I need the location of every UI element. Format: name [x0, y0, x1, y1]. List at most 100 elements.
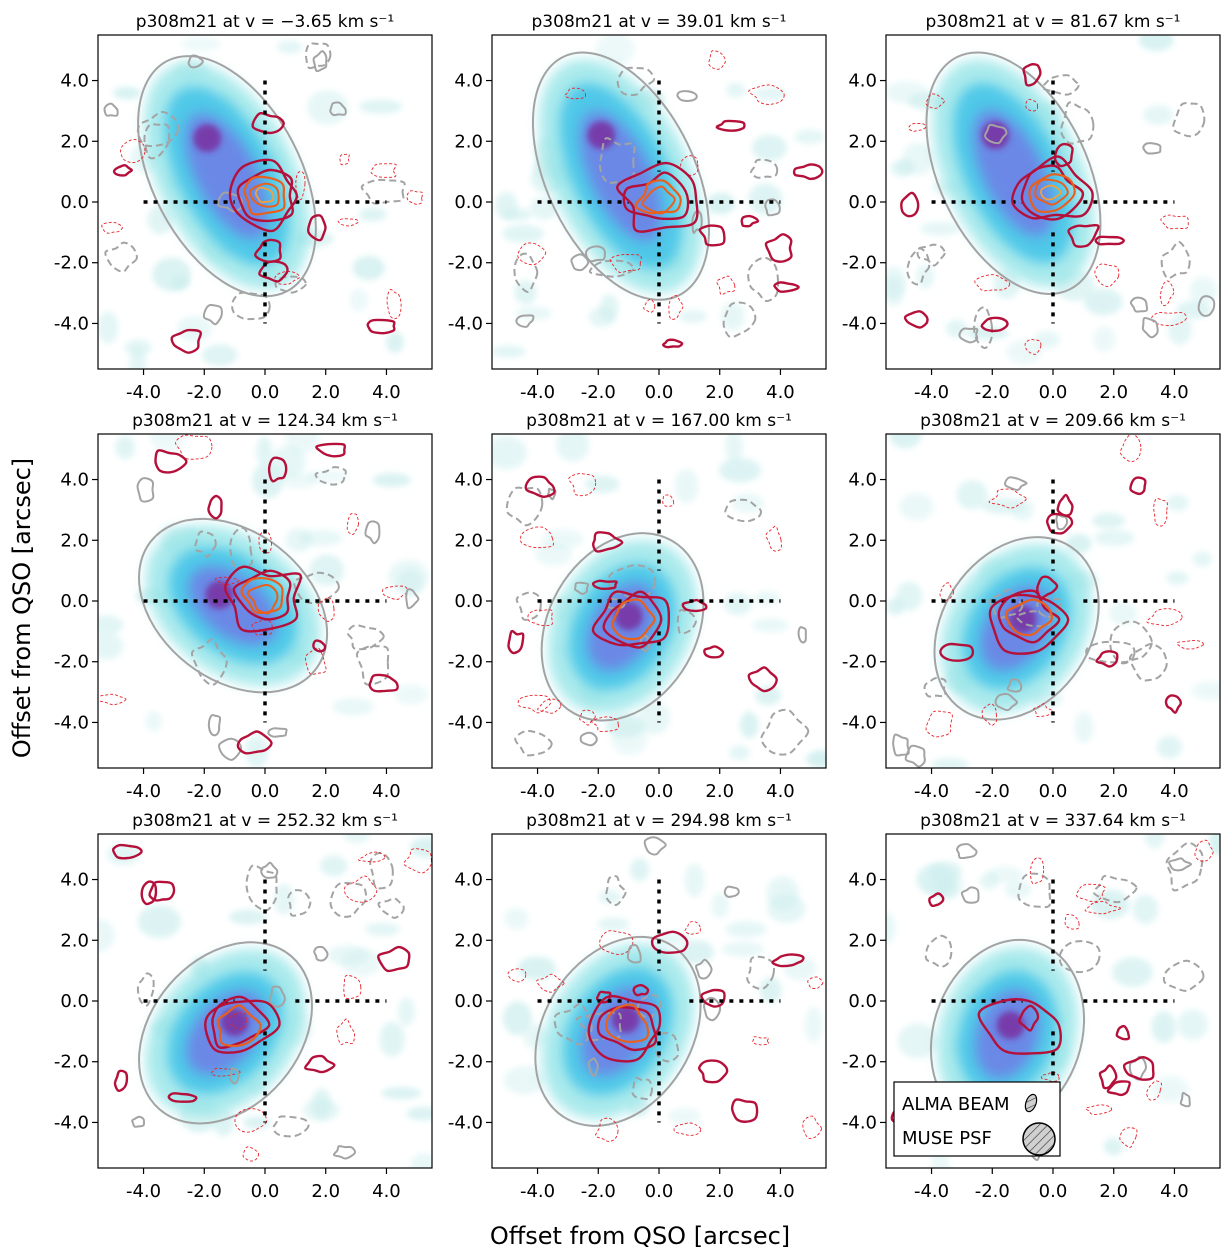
halo-noise-contour [216, 191, 244, 213]
negative-contour [923, 676, 947, 698]
background-noise [1167, 314, 1192, 345]
qso-co-contour [622, 171, 690, 221]
y-tick-label: 4.0 [60, 470, 89, 491]
background-noise [515, 306, 553, 320]
background-noise [794, 129, 825, 145]
halo-noise-contour [218, 737, 243, 761]
y-tick-label: 2.0 [454, 131, 483, 152]
background-noise [113, 86, 141, 100]
x-tick-label: -2.0 [187, 1181, 222, 1202]
y-tick-label: 0.0 [848, 192, 877, 213]
negative-co-contour [1025, 98, 1039, 112]
negative-co-contour [1040, 1071, 1060, 1083]
negative-contour [1092, 874, 1138, 904]
halo-noise-contour [723, 885, 740, 898]
halo-noise-contour [695, 958, 713, 980]
background-noise [309, 554, 345, 586]
negative-co-contour [925, 710, 953, 738]
co-noise-contour [267, 456, 288, 483]
co-noise-contour [315, 442, 347, 458]
x-tick-label: -2.0 [187, 382, 222, 403]
y-tick-label: -4.0 [448, 313, 483, 334]
negative-contour [1058, 940, 1101, 974]
halo-noise-contour [892, 733, 910, 757]
beam-legend: ALMA BEAM MUSE PSF [893, 1081, 1061, 1157]
co-noise-contour [1045, 512, 1074, 535]
co-noise-contour [111, 843, 143, 860]
background-noise [674, 468, 699, 504]
negative-co-contour [343, 974, 362, 1000]
x-tick-label: 0.0 [251, 1181, 280, 1202]
co-noise-contour [170, 328, 202, 354]
qso-co-contour [641, 185, 676, 215]
background-noise [1094, 529, 1135, 547]
background-noise [588, 307, 616, 327]
negative-co-contour [1085, 1104, 1113, 1115]
background-noise [492, 435, 528, 470]
background-noise [993, 269, 1021, 299]
alma-beam-label: ALMA BEAM [902, 1094, 1009, 1115]
halo-noise-contour [228, 1067, 240, 1085]
negative-contour [293, 571, 340, 605]
y-tick-label: -4.0 [54, 1112, 89, 1133]
co-noise-contour [591, 531, 624, 553]
negative-contour [194, 530, 217, 558]
negative-co-contour [925, 93, 945, 109]
halo-peak [587, 121, 616, 150]
y-tick-label: -4.0 [448, 1112, 483, 1133]
negative-contour [1085, 640, 1136, 664]
channel-map-panel: -4.0 -2.0 0.0 2.0 4.0 -4.0 -2.0 0.0 2.0 4.0 p308m2… [448, 411, 827, 802]
co-noise-contour [1129, 476, 1147, 496]
background-noise [886, 597, 905, 616]
halo-peak [205, 580, 234, 609]
co-noise-contour [1022, 62, 1042, 87]
halo-noise-contour [1142, 142, 1162, 155]
negative-contour [314, 466, 347, 486]
qso-co-contour [1004, 598, 1053, 637]
background-noise [243, 1116, 271, 1130]
background-noise [1109, 601, 1138, 626]
co-noise-contour [1095, 650, 1119, 668]
plot-area [886, 834, 1220, 1168]
negative-contour [1162, 959, 1205, 992]
background-noise [889, 434, 922, 449]
halo-noise-contour [587, 1057, 599, 1078]
background-noise [886, 276, 904, 307]
halo-noise-contour [268, 985, 286, 1008]
background-noise [502, 1001, 533, 1036]
negative-co-contour [1194, 839, 1214, 862]
background-noise [678, 309, 708, 324]
negative-co-contour [175, 434, 213, 460]
panel-title: p308m21 at v = 337.64 km s⁻¹ [920, 811, 1186, 831]
negative-co-contour [120, 138, 146, 164]
negative-co-contour [242, 1146, 260, 1162]
halo-noise-contour [131, 1115, 146, 1128]
co-noise-contour [258, 260, 289, 283]
background-noise [767, 894, 806, 923]
x-tick-label: 4.0 [372, 382, 401, 403]
co-noise-contour [771, 953, 805, 968]
x-tick-label: 4.0 [1160, 382, 1189, 403]
background-noise [1084, 288, 1123, 316]
qso-co-contour [211, 995, 271, 1049]
background-noise [410, 1153, 432, 1168]
background-noise [352, 255, 385, 280]
background-noise [129, 347, 147, 369]
halo-peak [614, 602, 643, 631]
background-noise [584, 475, 620, 494]
negative-contour [636, 994, 662, 1020]
negative-contour [360, 178, 406, 205]
background-noise [739, 711, 759, 739]
background-noise [98, 311, 119, 344]
y-tick-label: 0.0 [454, 192, 483, 213]
halo-noise-contour [202, 303, 223, 326]
qso-co-contour [246, 583, 279, 615]
halo-noise-contour [958, 327, 979, 344]
negative-co-contour [599, 930, 634, 955]
negative-co-contour [1029, 857, 1045, 885]
background-noise [406, 1106, 432, 1121]
co-noise-contour [377, 945, 411, 973]
qso-co-contour [1011, 155, 1094, 220]
x-tick-label: 4.0 [1160, 781, 1189, 802]
